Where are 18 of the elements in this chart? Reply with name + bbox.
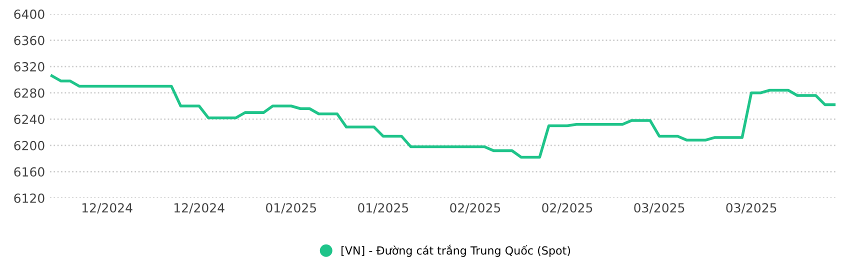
y-tick-label: 6240 [14, 114, 44, 124]
legend-label: [VN] - Đường cát trắng Trung Quốc (Spot) [342, 244, 570, 257]
x-tick-label: 01/2025 [358, 203, 408, 214]
y-tick-label: 6280 [14, 88, 44, 98]
y-tick-label: 6400 [14, 9, 44, 19]
y-tick-label: 6160 [14, 167, 44, 177]
x-tick-label: 12/2024 [82, 203, 132, 214]
x-tick-label: 01/2025 [266, 203, 316, 214]
y-tick-label: 6360 [14, 36, 44, 46]
y-tick-label: 6200 [14, 140, 44, 150]
line-series [50, 74, 836, 159]
x-tick-label: 02/2025 [542, 203, 592, 214]
x-tick-label: 03/2025 [634, 203, 684, 214]
y-tick-label: 6120 [14, 193, 44, 203]
y-tick-label: 6320 [14, 62, 44, 72]
x-tick-label: 02/2025 [450, 203, 500, 214]
x-tick-label: 03/2025 [726, 203, 776, 214]
x-tick-label: 12/2024 [174, 203, 224, 214]
